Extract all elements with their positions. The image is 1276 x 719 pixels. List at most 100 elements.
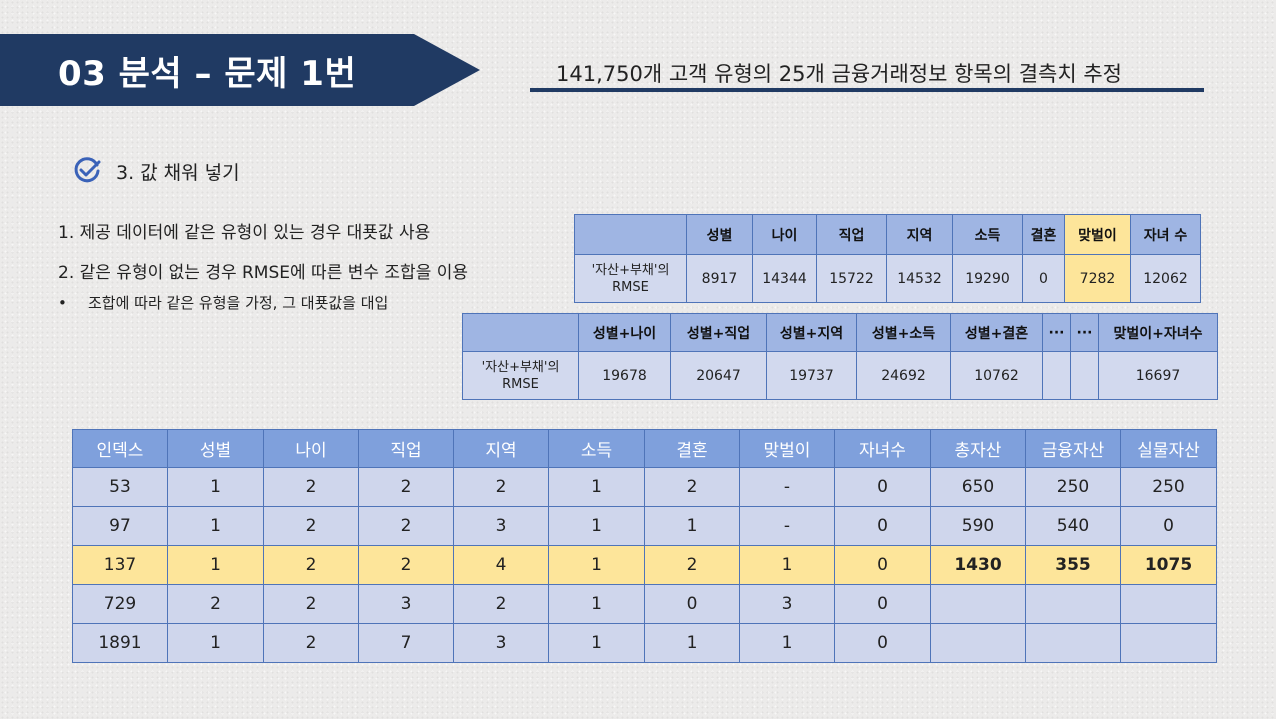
- table-cell: 0: [644, 584, 740, 624]
- table-cell: 355: [1025, 545, 1121, 585]
- column-header: 성별+지역: [766, 313, 857, 352]
- column-header-ellipsis: ···: [1070, 313, 1099, 352]
- table-cell: 1: [548, 506, 645, 546]
- column-header: 성별+직업: [670, 313, 767, 352]
- table-cell: 2: [263, 623, 359, 663]
- table-cell: 250: [1025, 467, 1121, 507]
- table-cell: 4: [453, 545, 549, 585]
- table-cell: 1: [548, 584, 645, 624]
- column-header: 나이: [752, 214, 817, 255]
- page-subtitle: 141,750개 고객 유형의 25개 금융거래정보 항목의 결측치 추정: [556, 62, 1123, 86]
- table-cell: [930, 584, 1026, 624]
- table-cell: 53: [72, 467, 168, 507]
- table-cell: 0: [834, 623, 931, 663]
- rmse-value: 8917: [686, 254, 753, 303]
- rmse-value: 10762: [950, 351, 1043, 400]
- header-empty: [462, 313, 579, 352]
- table-cell: 1: [167, 623, 264, 663]
- table-cell: 729: [72, 584, 168, 624]
- table-cell: 3: [739, 584, 835, 624]
- table-cell: [1120, 584, 1217, 624]
- row-label: '자산+부채'의 RMSE: [462, 351, 579, 400]
- page-title: 03 분석 – 문제 1번: [58, 54, 357, 94]
- sub-bullet-item: • 조합에 따라 같은 유형을 가정, 그 대푯값을 대입: [58, 292, 388, 313]
- rmse-value: 14532: [886, 254, 953, 303]
- column-header: 성별: [686, 214, 753, 255]
- column-header: 직업: [358, 429, 454, 468]
- table-cell: [930, 623, 1026, 663]
- column-header: 지역: [886, 214, 953, 255]
- table-cell: 1: [644, 506, 740, 546]
- rmse-combo-table: 성별+나이 성별+직업 성별+지역 성별+소득 성별+결혼 ··· ··· 맞벌…: [462, 313, 1218, 400]
- table-cell: 1: [548, 623, 645, 663]
- rmse-value: 14344: [752, 254, 817, 303]
- rmse-value: 19290: [952, 254, 1023, 303]
- table-cell: 1: [167, 506, 264, 546]
- table-cell: 1075: [1120, 545, 1217, 585]
- bullet-item: 1. 제공 데이터에 같은 유형이 있는 경우 대푯값 사용: [58, 223, 431, 243]
- column-header-highlight: 맞벌이: [1064, 214, 1131, 255]
- table-cell: 1: [644, 623, 740, 663]
- rmse-value: 15722: [816, 254, 887, 303]
- table-row: 97 1 2 2 3 1 1 - 0 590 540 0: [72, 506, 1217, 546]
- table-cell: 1: [167, 467, 264, 507]
- column-header: 성별: [167, 429, 264, 468]
- column-header: 소득: [548, 429, 645, 468]
- table-cell: 0: [834, 545, 931, 585]
- rmse-value: 24692: [856, 351, 951, 400]
- column-header: 맞벌이: [739, 429, 835, 468]
- bullet-marker: •: [58, 294, 67, 312]
- table-cell: 650: [930, 467, 1026, 507]
- table-cell: 2: [263, 584, 359, 624]
- table-cell: 1: [739, 545, 835, 585]
- check-circle-icon: [74, 157, 101, 183]
- table-cell: 2: [167, 584, 264, 624]
- table-cell: 2: [358, 467, 454, 507]
- column-header: 성별+소득: [856, 313, 951, 352]
- table-cell: 2: [644, 545, 740, 585]
- table-cell: 1891: [72, 623, 168, 663]
- section-title: 3. 값 채워 넣기: [116, 161, 240, 184]
- column-header: 소득: [952, 214, 1023, 255]
- rmse-value: 16697: [1098, 351, 1218, 400]
- title-banner: [0, 34, 480, 106]
- table-cell: 97: [72, 506, 168, 546]
- column-header: 총자산: [930, 429, 1026, 468]
- data-table: 인덱스 성별 나이 직업 지역 소득 결혼 맞벌이 자녀수 총자산 금융자산 실…: [72, 429, 1217, 663]
- table-cell: 1430: [930, 545, 1026, 585]
- column-header: 지역: [453, 429, 549, 468]
- rmse-value: 19737: [766, 351, 857, 400]
- rmse-value: 19678: [578, 351, 671, 400]
- table-cell: 2: [263, 467, 359, 507]
- table-cell: 0: [834, 506, 931, 546]
- rmse-value-highlight: 7282: [1064, 254, 1131, 303]
- table-cell: 2: [453, 467, 549, 507]
- table-cell: 7: [358, 623, 454, 663]
- table-row: 53 1 2 2 2 1 2 - 0 650 250 250: [72, 467, 1217, 507]
- table-cell: 0: [834, 467, 931, 507]
- column-header: 성별+결혼: [950, 313, 1043, 352]
- table-cell: 250: [1120, 467, 1217, 507]
- table-cell: 2: [358, 545, 454, 585]
- header-empty: [574, 214, 687, 255]
- rmse-value: 0: [1022, 254, 1065, 303]
- table-row: 1891 1 2 7 3 1 1 1 0: [72, 623, 1217, 663]
- table-cell: 1: [548, 467, 645, 507]
- rmse-value: 20647: [670, 351, 767, 400]
- table-cell: 2: [263, 545, 359, 585]
- column-header: 자녀 수: [1130, 214, 1201, 255]
- table-cell: 0: [834, 584, 931, 624]
- rmse-value: [1070, 351, 1099, 400]
- rmse-value: 12062: [1130, 254, 1201, 303]
- table-cell: 1: [167, 545, 264, 585]
- table-cell: 2: [644, 467, 740, 507]
- table-cell: -: [739, 467, 835, 507]
- table-row-highlight: 137 1 2 2 4 1 2 1 0 1430 355 1075: [72, 545, 1217, 585]
- bullet-item: 2. 같은 유형이 없는 경우 RMSE에 따른 변수 조합을 이용: [58, 263, 469, 283]
- table-cell: 2: [358, 506, 454, 546]
- table-cell: [1025, 584, 1121, 624]
- table-cell: [1120, 623, 1217, 663]
- sub-bullet-text: 조합에 따라 같은 유형을 가정, 그 대푯값을 대입: [88, 294, 389, 312]
- column-header: 맞벌이+자녀수: [1098, 313, 1218, 352]
- table-cell: 3: [453, 623, 549, 663]
